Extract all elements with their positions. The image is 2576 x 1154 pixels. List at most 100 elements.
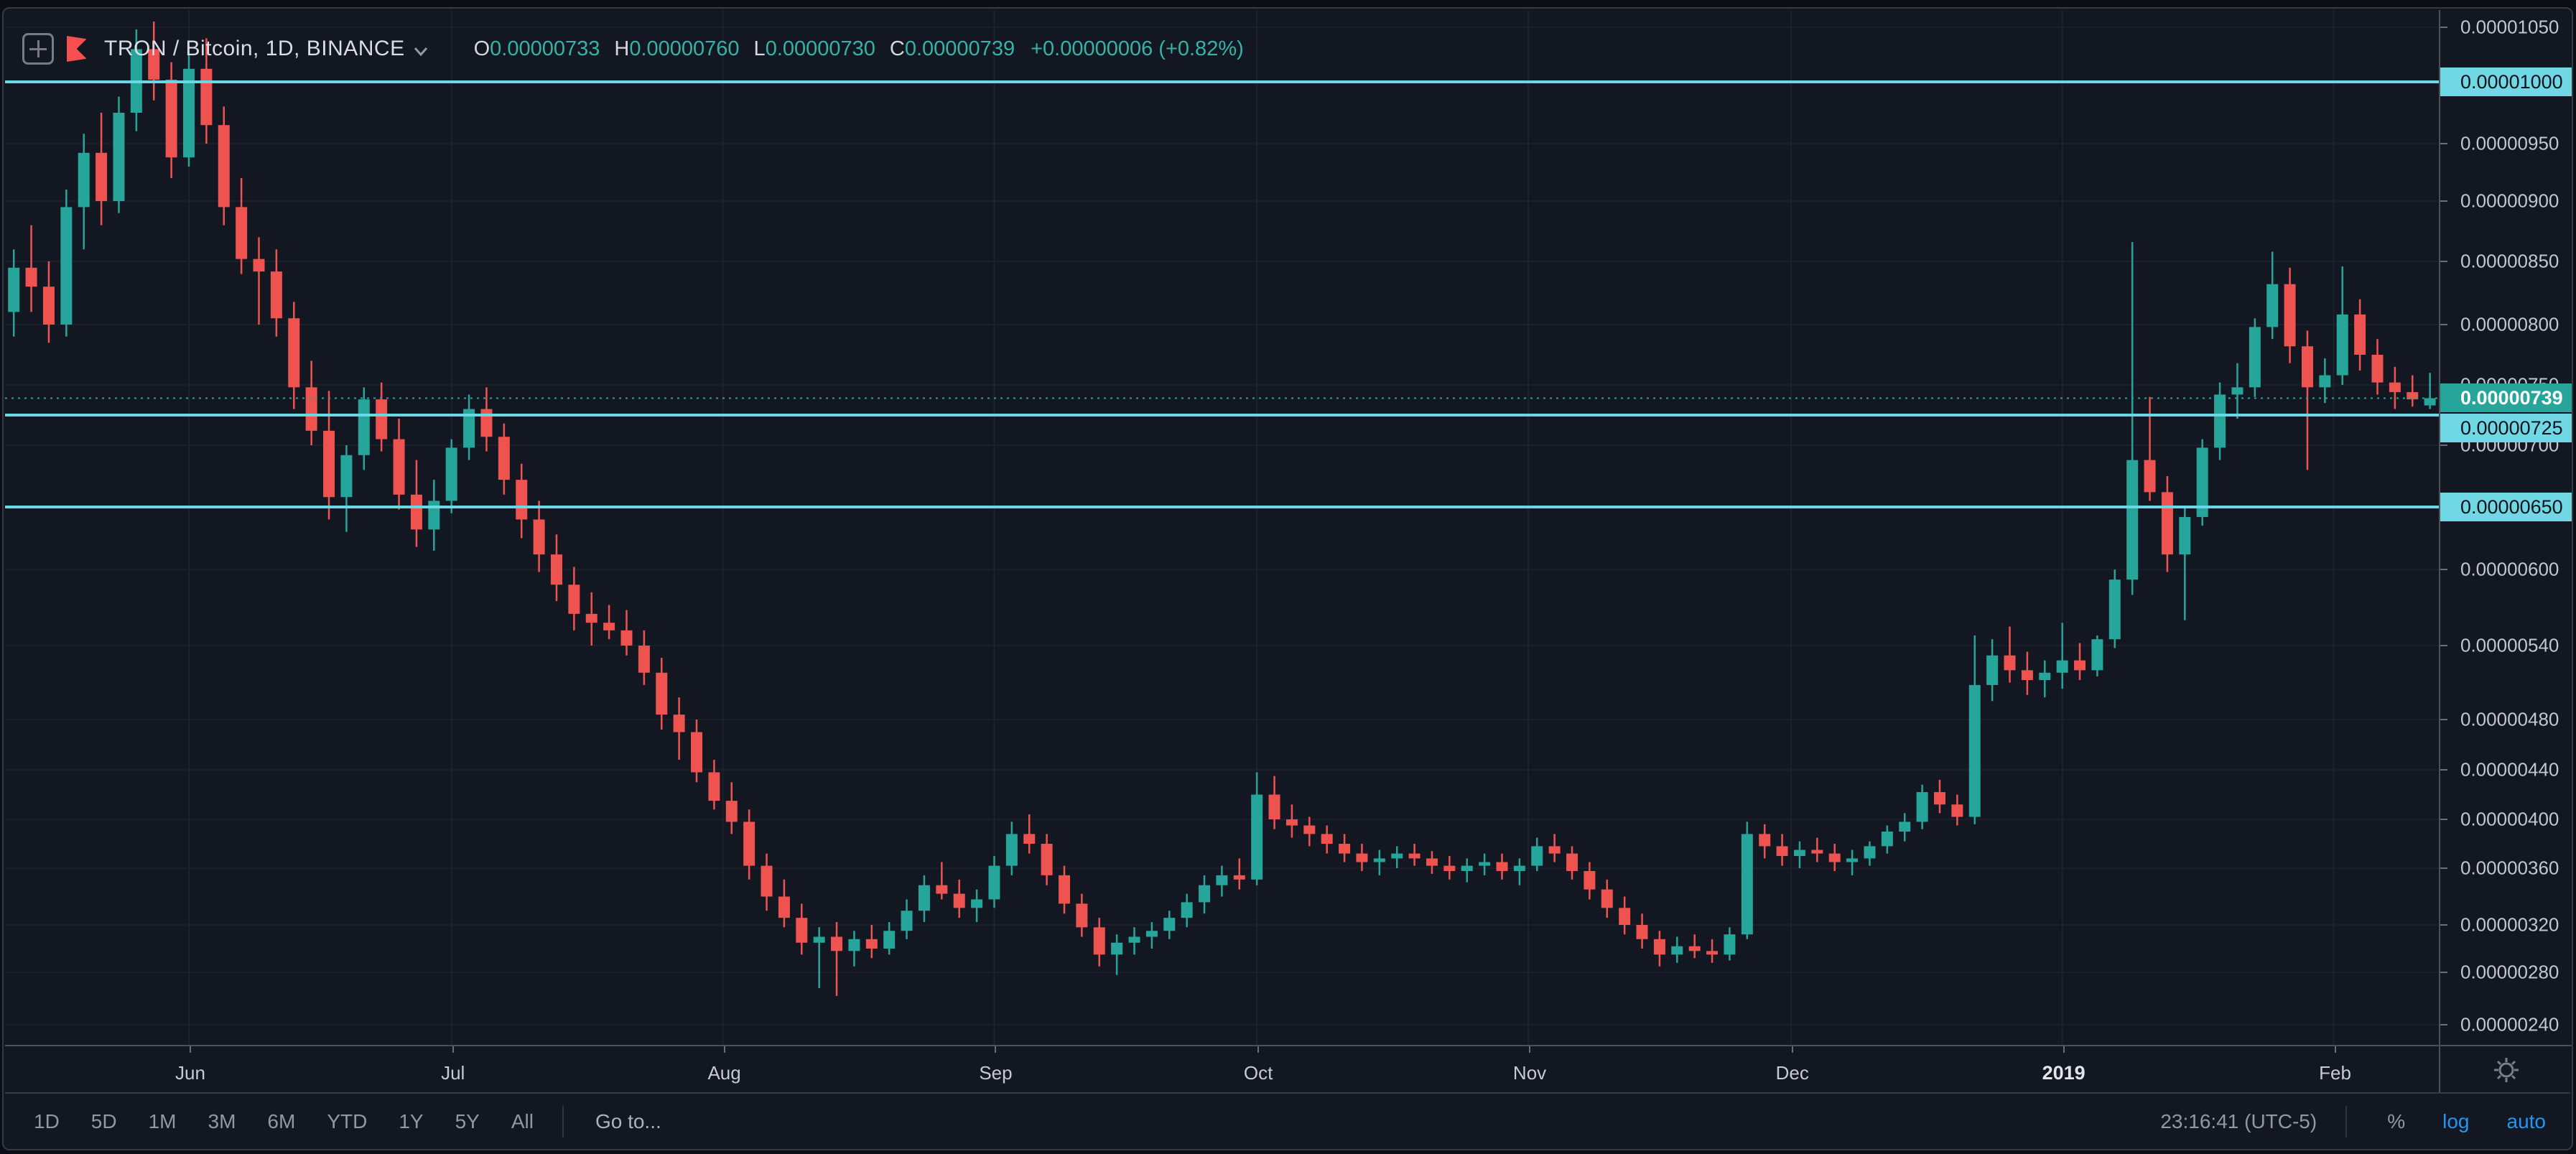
time-tick-mark: [452, 1046, 454, 1053]
candle: [516, 463, 528, 539]
candle: [1023, 814, 1036, 854]
price-tick-mark: [2440, 200, 2447, 202]
candle: [1408, 844, 1420, 866]
candle: [2249, 318, 2261, 397]
candle: [2196, 439, 2208, 526]
candle: [8, 249, 20, 337]
range-button-1m[interactable]: 1M: [148, 1109, 177, 1132]
candle: [2074, 643, 2086, 681]
candle: [1076, 893, 1088, 937]
range-button-ytd[interactable]: YTD: [327, 1109, 368, 1132]
candle: [1356, 844, 1368, 871]
candle: [1881, 825, 1893, 854]
range-button-5y[interactable]: 5Y: [455, 1109, 480, 1132]
candle: [936, 862, 948, 900]
auto-scale-button[interactable]: auto: [2506, 1109, 2547, 1132]
candle: [2407, 375, 2419, 407]
percent-scale-button[interactable]: %: [2387, 1109, 2406, 1132]
candle: [428, 480, 440, 551]
candle: [2284, 267, 2296, 363]
candle: [813, 927, 825, 988]
candle: [2319, 358, 2331, 404]
price-tick-label: 0.00000400: [2460, 808, 2559, 830]
candle: [1759, 824, 1771, 859]
candle: [253, 237, 265, 325]
price-tick-mark: [2440, 261, 2447, 262]
candle: [1916, 784, 1928, 829]
candle: [1531, 837, 1543, 871]
candle: [533, 501, 545, 572]
goto-button[interactable]: Go to...: [595, 1109, 661, 1132]
time-tick-mark: [2334, 1046, 2336, 1053]
candle: [358, 387, 370, 470]
candle: [1496, 853, 1508, 880]
candle: [236, 178, 248, 274]
price-tick-mark: [2440, 769, 2447, 771]
time-tick-label: Jun: [175, 1062, 205, 1084]
range-button-1y[interactable]: 1Y: [399, 1109, 424, 1132]
range-button-6m[interactable]: 6M: [267, 1109, 296, 1132]
clock-timezone[interactable]: 23:16:41 (UTC-5): [2160, 1109, 2317, 1132]
candle: [1811, 837, 1823, 862]
candle: [725, 782, 738, 834]
candle: [2004, 626, 2016, 683]
candle: [585, 592, 597, 646]
candle: [848, 931, 860, 967]
range-button-5d[interactable]: 5D: [90, 1109, 117, 1132]
candle: [1671, 936, 1683, 963]
candle: [831, 922, 843, 996]
candle: [778, 879, 790, 928]
range-button-all[interactable]: All: [511, 1109, 534, 1132]
close-label: C: [889, 37, 905, 60]
candle: [796, 903, 808, 955]
time-tick-mark: [1791, 1046, 1793, 1053]
time-tick-mark: [189, 1046, 191, 1053]
candle: [2389, 366, 2401, 409]
candle: [1828, 844, 1841, 871]
symbol-title[interactable]: TRON / Bitcoin, 1D, BINANCE: [104, 37, 405, 60]
time-axis[interactable]: Jun Jul Aug Sep Oct Nov Dec 2019 Feb: [5, 1045, 2570, 1094]
candlestick-chart[interactable]: [5, 10, 2439, 1045]
add-layout-icon[interactable]: [22, 33, 54, 65]
low-value: 0.00000730: [765, 37, 875, 60]
candle: [165, 62, 177, 178]
candle: [638, 630, 650, 685]
level-price-label[interactable]: 0.00000650: [2440, 493, 2572, 521]
toolbar-divider: [2345, 1105, 2348, 1137]
current-price-label[interactable]: 0.00000739: [2440, 383, 2572, 413]
candle: [445, 439, 457, 513]
candle: [323, 391, 335, 520]
candle: [901, 899, 913, 939]
level-price-label[interactable]: 0.00001000: [2440, 68, 2572, 96]
candle: [761, 853, 773, 911]
candle: [498, 423, 510, 495]
candle: [1426, 851, 1438, 874]
candle: [2179, 507, 2191, 620]
candle: [96, 113, 108, 225]
price-tick-mark: [2440, 972, 2447, 973]
candle: [2091, 635, 2103, 676]
range-button-3m[interactable]: 3M: [208, 1109, 236, 1132]
candle: [2266, 251, 2279, 340]
candle: [1864, 841, 1876, 866]
open-value: 0.00000733: [490, 37, 600, 60]
candle: [1391, 846, 1403, 868]
level-price-label[interactable]: 0.00000725: [2440, 414, 2572, 442]
candle: [1461, 858, 1473, 883]
log-scale-button[interactable]: log: [2442, 1109, 2470, 1132]
candle: [1216, 865, 1228, 897]
candle: [1653, 931, 1665, 967]
range-button-1d[interactable]: 1D: [34, 1109, 60, 1132]
gear-icon[interactable]: [2492, 1056, 2521, 1084]
candle: [918, 875, 930, 923]
time-tick-label: Dec: [1775, 1062, 1809, 1084]
chevron-down-icon[interactable]: [414, 47, 428, 56]
price-axis[interactable]: 0.00001050 0.00001000 0.00000950 0.00000900…: [2439, 10, 2572, 1045]
candle: [1933, 779, 1945, 814]
candle: [2126, 242, 2139, 595]
price-tick-label: 0.00000440: [2460, 758, 2559, 781]
candle: [1584, 862, 1596, 900]
candle: [1513, 858, 1525, 885]
candle: [2039, 660, 2051, 698]
candle: [2336, 266, 2348, 385]
